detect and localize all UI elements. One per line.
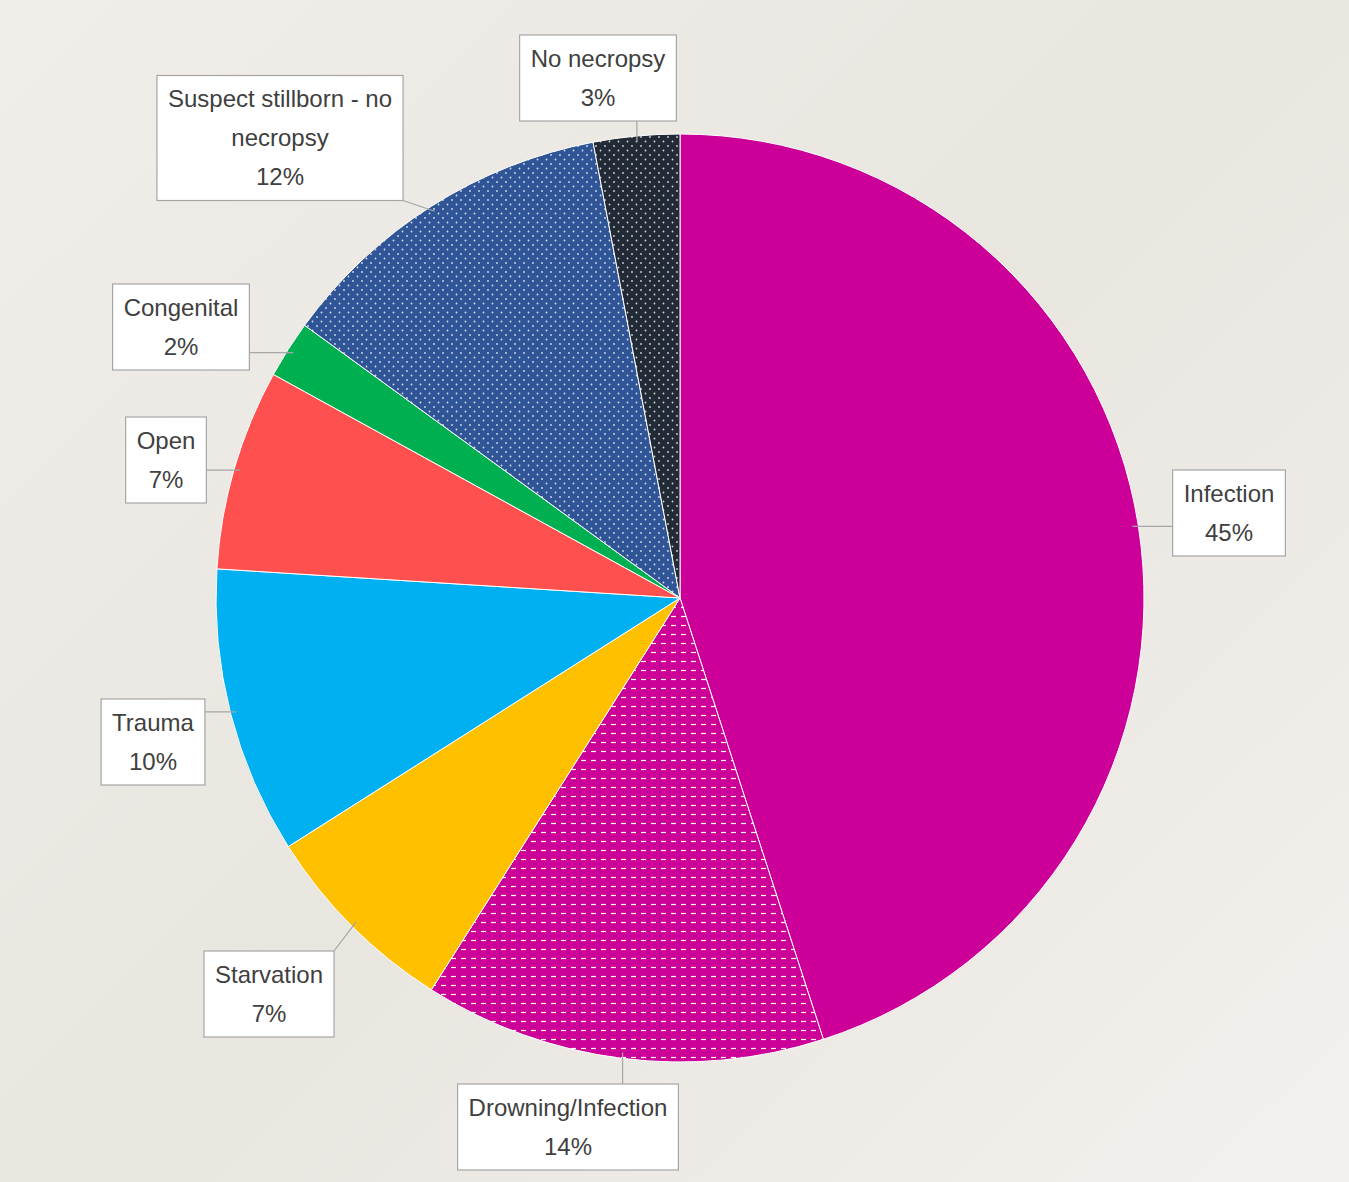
leader-line [636, 121, 637, 142]
category-label: Starvation [215, 961, 323, 988]
label-box [113, 284, 250, 370]
label-box [101, 699, 205, 785]
label-box [126, 417, 207, 503]
value-label: 14% [544, 1133, 592, 1160]
leader-line [249, 352, 293, 353]
category-label: Open [137, 427, 196, 454]
category-label: Infection [1184, 480, 1275, 507]
callout: Trauma 10% [101, 699, 236, 785]
value-label: 3% [581, 84, 616, 111]
category-label: Suspect stillborn - nonecropsy [168, 85, 392, 151]
category-label: Congenital [124, 294, 239, 321]
value-label: 7% [252, 1000, 287, 1027]
leader-line [403, 201, 435, 212]
leader-line [1132, 526, 1172, 527]
chart: Infection 45% Drowning/Infection 14% Starvat… [0, 0, 1349, 1182]
category-label: Trauma [112, 709, 194, 736]
value-label: 12% [256, 163, 304, 190]
leader-line [206, 470, 240, 471]
category-label: Drowning/Infection [469, 1094, 668, 1121]
callout: Starvation 7% [204, 922, 356, 1037]
data-labels: Infection 45% Drowning/Infection 14% Starvat… [101, 35, 1285, 1170]
callout: Suspect stillborn - nonecropsy 12% [157, 76, 435, 212]
label-box [1173, 470, 1286, 556]
leader-line [334, 922, 356, 951]
callout: Open 7% [126, 417, 241, 503]
label-box [520, 35, 677, 121]
value-label: 7% [149, 466, 184, 493]
value-label: 10% [129, 748, 177, 775]
callout: Infection 45% [1132, 470, 1285, 556]
label-box [157, 76, 403, 201]
callout: Drowning/Infection 14% [458, 1052, 679, 1170]
category-label: No necropsy [531, 45, 666, 72]
leader-line [622, 1052, 623, 1084]
value-label: 45% [1205, 519, 1253, 546]
pie [216, 134, 1144, 1062]
value-label: 2% [164, 333, 199, 360]
label-box [458, 1084, 679, 1170]
label-box [204, 951, 334, 1037]
callout: Congenital 2% [113, 284, 294, 370]
pie-slice [593, 134, 680, 598]
pie-slice [216, 569, 680, 847]
callout: No necropsy 3% [520, 35, 677, 142]
leader-line [205, 711, 236, 712]
